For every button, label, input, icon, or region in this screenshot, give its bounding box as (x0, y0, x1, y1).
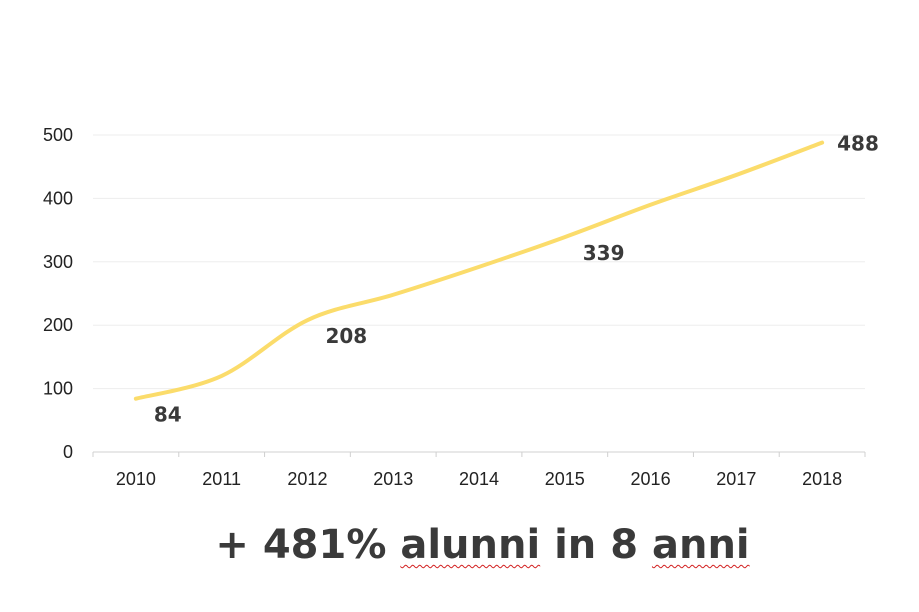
x-tick-label: 2017 (716, 469, 756, 489)
x-tick-label: 2016 (631, 469, 671, 489)
caption-part1: + 481% (215, 522, 401, 568)
caption-word-alunni: alunni (400, 522, 541, 568)
x-tick-label: 2013 (373, 469, 413, 489)
x-axis-ticks: 2010 2011 2012 2013 2014 2015 2016 2017 2018 (92, 452, 866, 489)
y-tick-label: 400 (43, 188, 73, 208)
data-label: 488 (837, 132, 879, 156)
y-tick-label: 500 (43, 125, 73, 145)
series-line (133, 140, 825, 401)
caption-part3: in 8 (540, 522, 652, 568)
data-label: 208 (325, 324, 367, 348)
data-labels: 84 208 339 488 (154, 132, 879, 427)
x-tick-label: 2018 (802, 469, 842, 489)
series-layer (133, 140, 825, 401)
x-tick-label: 2010 (116, 469, 156, 489)
x-tick-label: 2012 (287, 469, 327, 489)
caption: + 481% alunni in 8 anni (0, 522, 919, 568)
y-axis-ticks: 0 100 200 300 400 500 (43, 125, 73, 462)
y-tick-label: 300 (43, 252, 73, 272)
data-label: 339 (583, 241, 625, 265)
x-tick-label: 2015 (545, 469, 585, 489)
y-tick-label: 200 (43, 315, 73, 335)
x-tick-label: 2011 (202, 469, 241, 489)
gridlines (93, 134, 865, 453)
x-tick-label: 2014 (459, 469, 499, 489)
y-tick-label: 100 (43, 379, 73, 399)
y-tick-label: 0 (63, 442, 73, 462)
data-label: 84 (154, 403, 182, 427)
caption-word-anni: anni (651, 522, 750, 568)
